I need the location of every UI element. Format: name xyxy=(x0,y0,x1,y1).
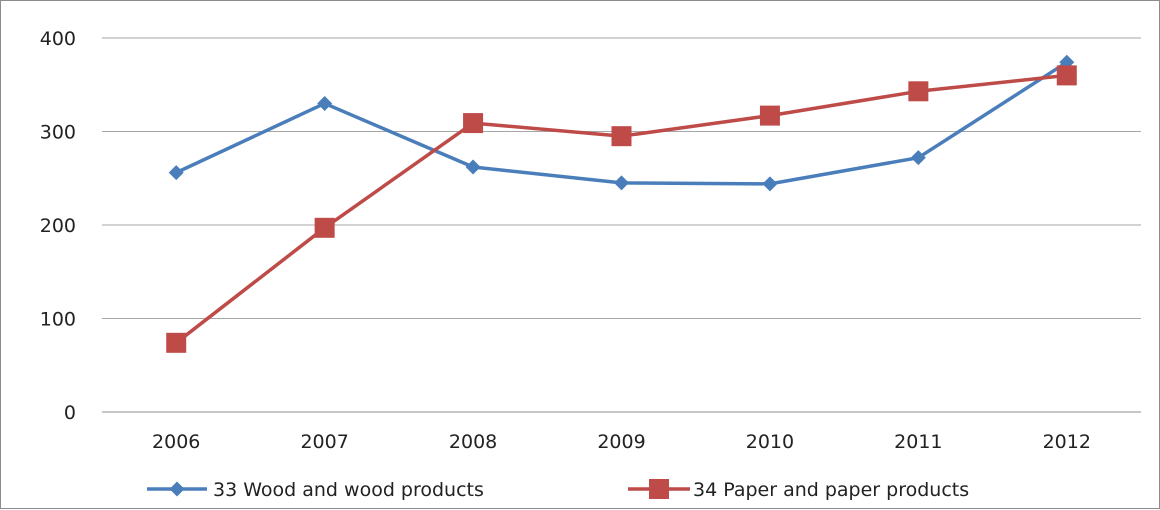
gridlines xyxy=(102,37,1141,413)
series-2-point-2012 xyxy=(1056,65,1077,86)
y-tick-label-400: 400 xyxy=(40,28,76,50)
legend-marker-2 xyxy=(649,479,669,499)
legend-label-1: 33 Wood and wood products xyxy=(213,479,484,501)
series-2-point-2010 xyxy=(759,105,780,126)
legend-label-2: 34 Paper and paper products xyxy=(693,479,969,501)
x-tick-label-2009: 2009 xyxy=(597,431,645,453)
series-2-point-2008 xyxy=(463,113,484,134)
x-tick-label-2006: 2006 xyxy=(152,431,200,453)
series-1-point-2011 xyxy=(910,150,926,166)
series-line-2 xyxy=(175,73,1067,345)
series-1-point-2007 xyxy=(317,95,333,111)
x-tick-label-2007: 2007 xyxy=(300,431,348,453)
series-2-point-2009 xyxy=(611,126,632,147)
series-2-point-2011 xyxy=(908,81,929,102)
x-axis-tick-labels: 2006 2007 2008 2009 2010 2011 2012 xyxy=(152,431,1091,453)
x-tick-label-2010: 2010 xyxy=(746,431,794,453)
series-line-1 xyxy=(175,60,1068,186)
x-tick-label-2008: 2008 xyxy=(449,431,497,453)
x-tick-label-2011: 2011 xyxy=(894,431,942,453)
y-tick-label-300: 300 xyxy=(40,122,76,144)
y-tick-label-100: 100 xyxy=(40,309,76,331)
series-1-point-2010 xyxy=(762,176,778,192)
series-1-point-2008 xyxy=(465,159,481,175)
y-tick-label-200: 200 xyxy=(40,215,76,237)
series-2-point-2006 xyxy=(166,332,187,353)
series-1-point-2009 xyxy=(614,175,629,191)
legend: 33 Wood and wood products 34 Paper and pa… xyxy=(147,479,969,501)
legend-marker-1 xyxy=(169,481,185,497)
x-tick-label-2012: 2012 xyxy=(1043,431,1091,453)
y-axis-tick-labels: 0 100 200 300 400 xyxy=(40,28,76,424)
y-tick-label-0: 0 xyxy=(64,402,76,424)
series-lines xyxy=(166,54,1077,353)
series-2-point-2007 xyxy=(314,217,335,238)
series-1-point-2006 xyxy=(168,165,184,181)
